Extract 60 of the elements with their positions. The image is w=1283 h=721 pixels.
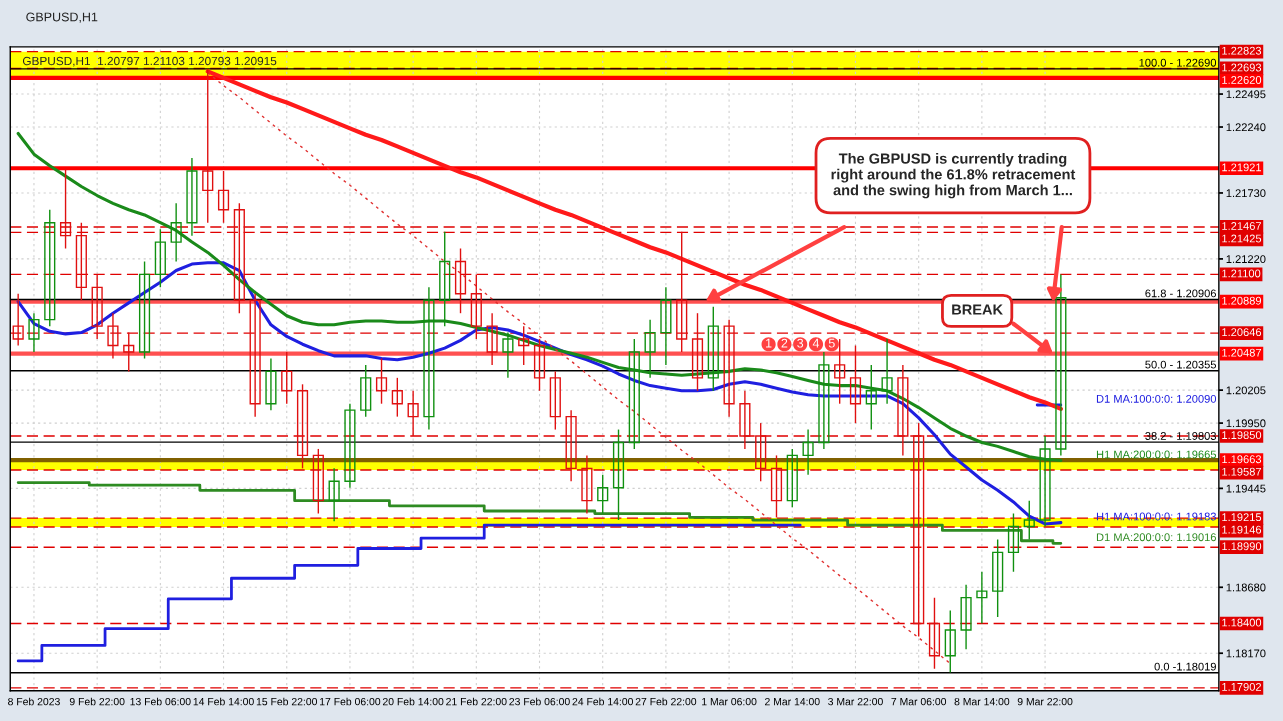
ref-line-label: 1.21425 xyxy=(1222,234,1262,243)
x-tick-label: 20 Feb 14:00 xyxy=(382,697,444,706)
y-tick-label: 1.18170 xyxy=(1226,649,1266,658)
ref-line-label: 1.21467 xyxy=(1222,222,1262,230)
ref-line-label: 1.22823 xyxy=(1222,46,1262,55)
x-tick-label: 21 Feb 22:00 xyxy=(446,697,507,706)
y-tick-label: 1.22240 xyxy=(1226,123,1266,132)
ref-line-label: 1.18400 xyxy=(1222,618,1262,627)
ref-line-label: 1.21100 xyxy=(1222,269,1261,278)
ref-line-label: 1.19587 xyxy=(1222,467,1262,476)
text: GBPUSD,H1 1.20797 1.21103 1.20793 1.20915 xyxy=(22,56,277,67)
annotation: 4 xyxy=(812,338,820,348)
x-tick-label: 9 Mar 22:00 xyxy=(1017,697,1073,706)
x-tick-label: 24 Feb 14:00 xyxy=(572,697,633,706)
ref-line-label: 1.19146 xyxy=(1222,525,1262,534)
ref-line-label: 1.18990 xyxy=(1222,542,1262,551)
ref-line-label: 1.19215 xyxy=(1222,513,1262,522)
y-tick-label: 1.19445 xyxy=(1226,484,1266,493)
x-tick-label: 27 Feb 22:00 xyxy=(635,697,697,706)
annotation: BREAK xyxy=(952,304,1003,315)
x-tick-label: 8 Feb 2023 xyxy=(8,697,60,706)
y-tick-label: 1.20205 xyxy=(1226,386,1266,395)
annotation: 50.0 - 1.20355 xyxy=(1145,360,1217,369)
x-tick-label: 14 Feb 14:00 xyxy=(193,697,254,706)
y-tick-label: 1.19950 xyxy=(1226,419,1266,428)
x-tick-label: 7 Mar 06:00 xyxy=(891,697,947,706)
y-tick-label: 1.18680 xyxy=(1226,583,1266,592)
ref-line-label: 1.22693 xyxy=(1222,63,1262,72)
ref-line-label: 1.17902 xyxy=(1222,682,1262,691)
chart-title: GBPUSD,H1 xyxy=(26,12,98,23)
ref-line-label: 1.19850 xyxy=(1222,431,1262,439)
annotation: 1 xyxy=(766,338,772,348)
annotation: 0.0 -1.18019 xyxy=(1154,662,1216,671)
x-tick-label: 1 Mar 06:00 xyxy=(702,697,757,706)
y-tick-label: 1.21220 xyxy=(1226,255,1266,264)
ref-line-label: 1.20889 xyxy=(1222,296,1262,305)
y-tick-label: 1.22495 xyxy=(1226,90,1266,99)
x-tick-label: 9 Feb 22:00 xyxy=(69,697,125,706)
ref-line-label: 1.20646 xyxy=(1222,328,1262,337)
annotation: 100.0 - 1.22690 xyxy=(1139,58,1217,67)
annotation: 5 xyxy=(828,338,835,348)
annotation: 61.8 - 1.20906 xyxy=(1145,289,1216,298)
text: H1 MA:200:0:0: 1.19665 xyxy=(1096,450,1217,459)
text: D1 MA:200:0:0: 1.19016 xyxy=(1096,533,1216,542)
annotation: 2 xyxy=(781,338,788,348)
ref-line-label: 1.21921 xyxy=(1222,163,1262,172)
annotation: The GBPUSD is currently trading right around the 61.8% retracement and the swing high from March 1... xyxy=(831,153,1076,199)
x-tick-label: 13 Feb 06:00 xyxy=(130,697,191,706)
ref-line-label: 1.20487 xyxy=(1222,348,1262,357)
x-tick-label: 8 Mar 14:00 xyxy=(954,697,1010,706)
ref-line-label: 1.19663 xyxy=(1222,455,1262,464)
text: D1 MA:100:0:0: 1.20090 xyxy=(1096,394,1217,403)
x-tick-label: 17 Feb 06:00 xyxy=(320,697,381,706)
y-tick-label: 1.21730 xyxy=(1226,189,1266,198)
annotation: 3 xyxy=(797,338,804,348)
x-tick-label: 2 Mar 14:00 xyxy=(765,697,820,706)
x-tick-label: 3 Mar 22:00 xyxy=(828,697,883,706)
x-tick-label: 15 Feb 22:00 xyxy=(256,697,318,706)
x-tick-label: 23 Feb 06:00 xyxy=(509,697,570,706)
ref-line-label: 1.22620 xyxy=(1222,76,1262,84)
